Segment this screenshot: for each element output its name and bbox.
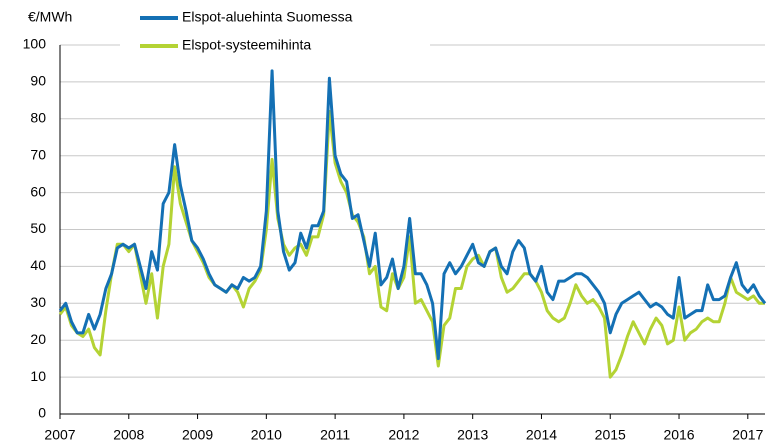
x-tick-label: 2011: [320, 427, 350, 443]
x-tick-label: 2012: [388, 427, 419, 443]
x-tick-label: 2007: [44, 427, 75, 443]
y-tick-label: 100: [23, 36, 47, 52]
x-tick-label: 2009: [182, 427, 213, 443]
y-tick-label: 60: [30, 183, 46, 199]
x-tick-label: 2014: [526, 427, 557, 443]
x-tick-label: 2013: [457, 427, 488, 443]
y-tick-label: 20: [30, 331, 46, 347]
y-tick-label: 50: [30, 220, 46, 236]
series-line: [58, 69, 767, 361]
legend-box: [120, 4, 430, 60]
y-tick-label: 80: [30, 110, 46, 126]
x-tick-label: 2016: [663, 427, 694, 443]
x-tick-label: 2015: [595, 427, 626, 443]
y-tick-label: 40: [30, 257, 46, 273]
y-tick-label: 10: [30, 368, 46, 384]
y-axis-label: €/MWh: [28, 9, 72, 25]
y-tick-label: 30: [30, 294, 46, 310]
y-tick-label: 0: [38, 405, 46, 421]
series-line: [58, 109, 765, 379]
x-tick-label: 2008: [113, 427, 144, 443]
y-tick-label: 90: [30, 73, 46, 89]
y-tick-label: 70: [30, 146, 46, 162]
legend-label: Elspot-systeemihinta: [182, 37, 311, 53]
legend-label: Elspot-aluehinta Suomessa: [182, 9, 353, 25]
x-tick-label: 2010: [251, 427, 282, 443]
x-tick-label: 2017: [732, 427, 763, 443]
